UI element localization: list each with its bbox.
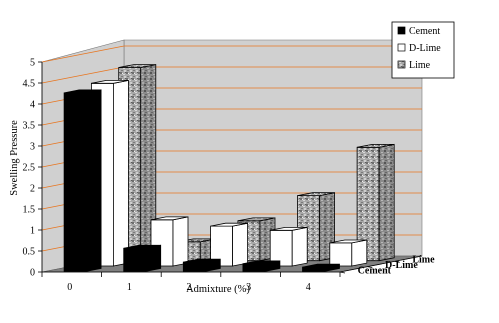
bar-cement-2 [182,258,221,272]
y-axis-title: Swelling Pressure [9,120,20,196]
x-tick-label: 3 [246,282,251,293]
bar-d-lime-2 [210,222,249,267]
y-axis: 0 0.5 1 1.5 2 2.5 3 3.5 4 4.5 5 [23,58,43,279]
y-tick-label: 1.5 [23,205,36,216]
bar-front [302,266,325,272]
legend-label: Cement [409,26,440,37]
bars [63,64,395,272]
x-tick-label: 1 [127,282,132,293]
legend-swatch [397,26,406,35]
gridline [41,45,422,63]
y-tick-label: 2 [30,184,35,195]
bar-side [351,239,368,267]
depth-label: Lime [412,255,435,266]
bar-top [150,216,189,221]
y-tick-label: 2.5 [23,163,36,174]
x-axis-title: Admixture (%) [186,284,250,295]
bar-d-lime-4 [329,239,368,267]
y-tick-label: 0.5 [23,247,36,258]
bar-top [123,244,161,249]
bar-side [378,143,395,262]
bar-top [242,260,280,265]
depth-tick-mark [394,260,400,263]
bar-top [297,192,335,197]
bar-front [242,263,266,272]
x-tick-label: 2 [187,282,192,293]
legend-swatch [397,60,406,69]
bar-top [357,143,395,148]
bar-top [91,80,129,84]
depth-tick-mark [339,271,346,274]
bar-top [183,258,221,263]
y-tick-label: 3 [30,142,35,153]
depth-tick-mark [367,266,373,269]
bar-side [291,226,308,267]
bar-front [123,247,147,272]
bar-front [329,242,353,267]
y-tick-label: 4.5 [23,79,36,90]
depth-label: Cement [358,265,392,276]
y-tick-label: 3.5 [23,121,36,132]
bar-cement-0 [63,89,102,272]
legend: Cement D-Lime Lime [391,21,455,79]
legend-label: Lime [409,60,431,71]
legend-label: D-Lime [409,43,441,54]
bar-top [329,239,367,244]
y-tick-label: 5 [30,58,35,69]
bar-cement-4 [302,263,340,272]
bar-top [118,64,156,68]
depth-label: D-Lime [385,260,418,271]
bar-side [232,222,249,267]
depth-axis-line [339,255,423,273]
bar-side [85,89,102,272]
y-tick-label: 0 [30,268,35,279]
bar-top [64,89,102,94]
x-tick-label: 0 [67,282,72,293]
bar-front [63,92,87,272]
bar-side [172,216,189,267]
bar-front [182,261,206,272]
y-tick-label: 4 [30,100,35,111]
bar-top [237,217,276,222]
bar-top [270,226,308,231]
bar-lime-4 [356,143,395,262]
bar-top [302,263,340,268]
bar-d-lime-3 [269,226,308,267]
bar-side [145,244,162,272]
bar-cement-3 [242,260,281,272]
bar-top [210,222,248,227]
y-tick-label: 1 [30,226,35,237]
bar-cement-1 [123,244,162,272]
x-axis: 0 1 2 3 4 [41,271,341,293]
bar-side [113,79,129,267]
legend-swatch [397,43,406,52]
x-tick-label: 4 [306,282,311,293]
